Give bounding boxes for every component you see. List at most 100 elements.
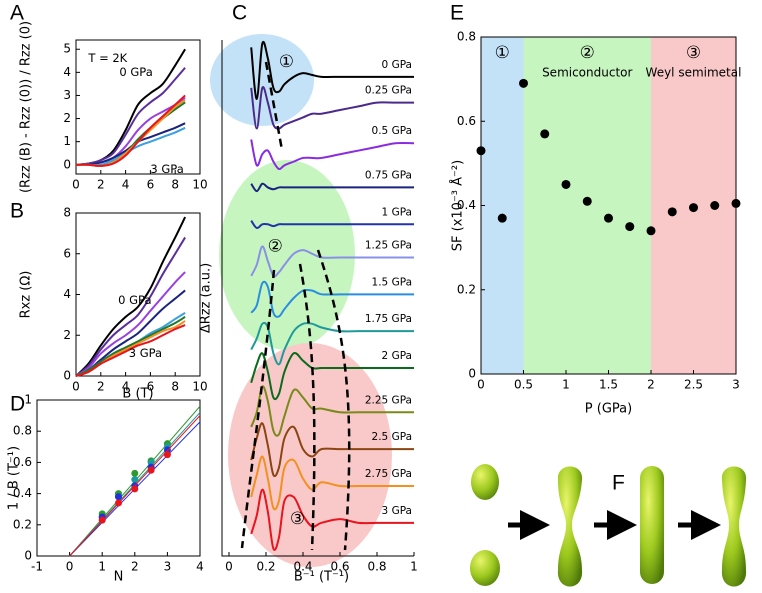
x-axis-title: P (GPa) [585, 402, 632, 417]
y-tick-label: 1 [24, 393, 32, 407]
plot-frame [75, 39, 201, 175]
series-label: 1.75 GPa [365, 313, 412, 325]
data-line [250, 86, 414, 130]
panel-letter: D [10, 393, 25, 416]
x-tick-label: 2 [97, 178, 105, 192]
data-point [115, 499, 122, 507]
data-point [604, 213, 613, 223]
pocket [470, 550, 500, 586]
data-point [98, 516, 106, 524]
fermi-surface-diagram [470, 464, 747, 587]
x-tick-label: 0.5 [514, 378, 533, 392]
data-line [250, 182, 414, 193]
x-tick-label: 1 [562, 378, 570, 392]
y-tick-label: 2 [63, 328, 71, 342]
data-line [250, 422, 414, 478]
y-tick-label: 2 [63, 111, 71, 125]
data-line [75, 216, 187, 377]
data-point [131, 485, 139, 493]
guide-dashes [240, 61, 351, 551]
data-point [582, 196, 592, 206]
phase-shading [210, 34, 392, 567]
y-axis-title: Rxz (Ω) [19, 271, 34, 319]
y-tick-label: 0.6 [13, 455, 32, 469]
region-label: ① [495, 43, 510, 63]
y-tick-label: 0 [468, 367, 476, 381]
y-tick-label: 3 [63, 88, 71, 102]
data-line [75, 271, 186, 377]
x-tick-label: 10 [192, 380, 207, 394]
series-label: 2.5 GPa [372, 431, 412, 443]
pocket [721, 466, 747, 587]
data-point [710, 201, 720, 210]
annotation: ② [268, 236, 283, 256]
annotation: ① [279, 52, 294, 72]
region-label: ③ [686, 43, 701, 63]
data-point [147, 466, 155, 474]
data-line [250, 488, 414, 551]
data-point [519, 78, 528, 88]
region-ellipse [210, 34, 314, 126]
x-tick-label: 2 [131, 560, 139, 574]
panel-letter: E [450, 2, 464, 25]
data-point [476, 146, 486, 156]
x-tick-label: 0 [225, 560, 233, 574]
y-tick-label: 8 [63, 206, 71, 220]
x-tick-label: 4 [196, 560, 204, 574]
axis-line [221, 40, 414, 557]
x-tick-label: 8 [171, 178, 179, 192]
x-tick-label: 2.5 [684, 378, 703, 392]
x-axis-title: N [114, 570, 124, 585]
data-line [250, 245, 414, 278]
series-label: 0 GPa [382, 59, 412, 71]
data-point [689, 203, 698, 213]
x-tick-label: -1 [31, 560, 43, 574]
data-line [250, 41, 414, 100]
data-point [667, 207, 677, 217]
series-label: 2.75 GPa [365, 468, 412, 480]
panel-letter: F [612, 472, 625, 495]
panel-letter: B [10, 200, 24, 223]
series-label: 1 GPa [382, 206, 412, 218]
x-tick-label: 4 [122, 178, 130, 192]
x-tick-label: 3 [164, 560, 172, 574]
region-label: ② [580, 43, 595, 63]
annotation: T = 2K [87, 51, 127, 65]
x-tick-label: 0.8 [367, 560, 386, 574]
y-axis-title: SF (x10⁻³ Å⁻²) [450, 160, 466, 251]
x-tick-label: 10 [192, 178, 207, 192]
region [481, 37, 524, 374]
data-line [75, 316, 186, 377]
annotation: ③ [290, 509, 305, 529]
dashed-guide [316, 249, 351, 551]
series-label: 3 GPa [382, 505, 412, 517]
data-line [250, 280, 414, 318]
y-tick-label: 1 [63, 134, 71, 148]
y-axis-title: (Rzz (B) - Rzz (0)) / Rzz (0) [19, 21, 34, 193]
y-axis-title: 1 / B (T⁻¹) [7, 446, 22, 510]
x-tick-label: 6 [147, 380, 155, 394]
data-line [250, 139, 415, 171]
x-tick-label: 8 [171, 380, 179, 394]
series-label: 0.25 GPa [365, 85, 412, 97]
annotation: 0 GPa [119, 65, 152, 79]
data-point [540, 129, 550, 139]
pocket [557, 466, 583, 587]
x-tick-label: 0.4 [293, 560, 312, 574]
data-line [250, 455, 414, 511]
x-tick-label: 2 [97, 380, 105, 394]
panel-letter: A [10, 2, 24, 25]
y-tick-label: 0.6 [457, 114, 476, 128]
y-tick-label: 0.4 [13, 486, 32, 500]
data-line [250, 352, 414, 401]
y-tick-label: 0 [24, 549, 32, 563]
region-label: Semiconductor [542, 66, 632, 80]
annotation: 3 GPa [129, 346, 162, 360]
x-tick-label: 1.5 [599, 378, 618, 392]
x-tick-label: 0 [66, 560, 74, 574]
annotation: 3 GPa [150, 162, 183, 176]
series-label: 1.5 GPa [372, 276, 412, 288]
y-tick-label: 0.2 [457, 282, 476, 296]
pocket [640, 466, 664, 584]
